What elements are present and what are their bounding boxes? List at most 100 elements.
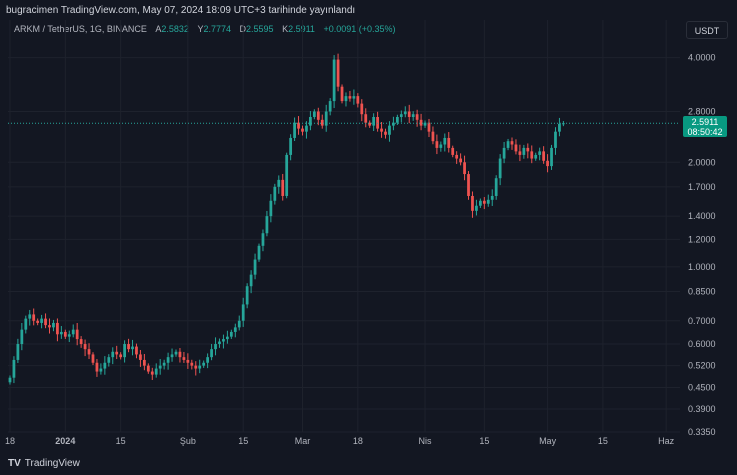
candle-body <box>550 147 553 167</box>
candle-body <box>372 116 376 126</box>
candle-body <box>59 331 63 335</box>
x-tick-label: Haz <box>658 436 675 446</box>
candle-body <box>32 314 36 321</box>
candle-body <box>139 354 142 360</box>
y-tick-label: 2.0000 <box>688 157 716 167</box>
candle-body <box>142 359 146 366</box>
y-tick-label: 0.6000 <box>688 339 716 349</box>
candle-body <box>388 125 391 135</box>
candle-body <box>392 122 395 126</box>
y-tick-label: 0.3350 <box>688 427 716 437</box>
candle-body <box>478 200 482 206</box>
candle-body <box>127 344 130 350</box>
candle-body <box>91 354 95 363</box>
footer: TV TradingView <box>8 458 80 469</box>
countdown-timer: 08:50:42 <box>687 127 723 137</box>
x-tick-label: 15 <box>598 436 608 446</box>
candle-body <box>233 327 237 332</box>
price-chart[interactable]: 4.0000 2.8000 2.0000 1.7000 1.4000 1.2000 1.00… <box>0 0 737 455</box>
candle-body <box>135 346 138 355</box>
candle-body <box>198 365 202 369</box>
candle-body <box>312 111 316 117</box>
y-tick-label: 1.4000 <box>688 211 716 221</box>
candle-body <box>150 371 154 375</box>
candle-body <box>265 216 269 234</box>
candle-body <box>431 131 435 142</box>
candle-body <box>427 122 431 132</box>
candle-body <box>119 354 123 358</box>
candle-body <box>206 357 210 363</box>
candle-body <box>316 111 320 120</box>
y-tick-label: 0.3900 <box>688 404 716 414</box>
candle-body <box>558 123 561 132</box>
chart-header: bugracimen TradingView.com, May 07, 2024… <box>0 0 737 20</box>
close-label: K <box>282 24 289 34</box>
candle-body <box>214 344 217 350</box>
x-tick-label: 15 <box>238 436 248 446</box>
y-tick-label: 0.4500 <box>688 382 716 392</box>
candle-body <box>352 96 356 99</box>
currency-button[interactable]: USDT <box>686 21 728 39</box>
candle-body <box>435 141 439 148</box>
candle-body <box>269 200 273 217</box>
candle-body <box>324 111 328 126</box>
candle-body <box>44 318 47 326</box>
open-label: A <box>155 24 162 34</box>
candle-body <box>277 179 281 187</box>
candle-body <box>123 344 126 358</box>
candle-body <box>309 116 312 126</box>
candle-body <box>522 147 526 155</box>
candle-body <box>336 59 340 87</box>
candles <box>8 53 565 385</box>
candle-body <box>403 111 407 115</box>
high-label: Y <box>197 24 204 34</box>
y-tick-label: 1.0000 <box>688 262 716 272</box>
candle-body <box>340 86 344 102</box>
candle-body <box>257 245 261 260</box>
candle-body <box>348 96 352 99</box>
candle-body <box>471 195 474 211</box>
candle-body <box>554 131 557 148</box>
candle-body <box>210 349 213 358</box>
candle-body <box>229 331 233 337</box>
candle-body <box>538 151 542 155</box>
candle-body <box>56 322 59 335</box>
candle-body <box>320 119 324 126</box>
candle-body <box>95 362 99 372</box>
candle-body <box>52 322 55 328</box>
candle-body <box>63 331 67 337</box>
candle-body <box>253 259 257 275</box>
candle-body <box>384 131 387 135</box>
candle-body <box>455 154 459 159</box>
candle-body <box>411 114 415 117</box>
candle-body <box>71 329 75 335</box>
candle-body <box>241 304 245 321</box>
symbol-name[interactable]: ARKM / TetherUS, 1G, BINANCE <box>14 24 147 34</box>
candle-body <box>447 137 451 148</box>
candle-body <box>293 122 296 138</box>
candle-body <box>439 144 443 148</box>
candle-body <box>107 357 111 363</box>
y-tick-label: 1.7000 <box>688 182 716 192</box>
candle-body <box>245 286 249 305</box>
candle-body <box>328 101 332 112</box>
candle-body <box>131 346 134 350</box>
x-tick-label: 18 <box>5 436 15 446</box>
candle-body <box>407 111 411 117</box>
candle-body <box>534 154 538 159</box>
candle-body <box>395 116 399 123</box>
candle-body <box>494 178 498 196</box>
candle-body <box>28 314 32 319</box>
high-value: 2.7774 <box>203 24 231 34</box>
candle-body <box>305 125 308 132</box>
candle-body <box>459 158 462 163</box>
candle-body <box>12 359 16 378</box>
x-axis: 18 2024 15 Şub 15 Mar 18 Nis 15 May 15 Haz <box>5 436 675 446</box>
candle-body <box>182 357 186 360</box>
candle-body <box>360 103 364 115</box>
footer-brand: TradingView <box>24 458 80 469</box>
x-tick-label: 15 <box>479 436 489 446</box>
candle-body <box>8 377 12 383</box>
candle-body <box>103 362 107 369</box>
y-tick-label: 2.8000 <box>688 107 716 117</box>
